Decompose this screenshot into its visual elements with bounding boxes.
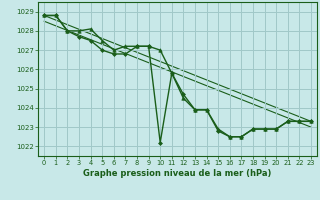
X-axis label: Graphe pression niveau de la mer (hPa): Graphe pression niveau de la mer (hPa): [84, 169, 272, 178]
